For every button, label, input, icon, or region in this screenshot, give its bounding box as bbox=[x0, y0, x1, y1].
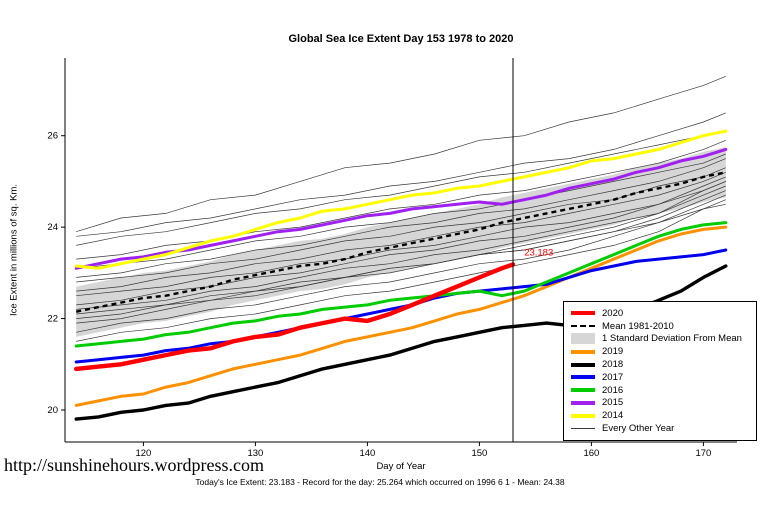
legend-label: 2018 bbox=[602, 359, 624, 371]
footer-stats: Today's Ice Extent: 23.183 - Record for … bbox=[195, 477, 565, 487]
legend-item: 2015 bbox=[571, 397, 749, 410]
watermark-url: http://sunshinehours.wordpress.com bbox=[4, 455, 264, 475]
legend-item: 1 Standard Deviation From Mean bbox=[571, 333, 749, 346]
legend-item: Every Other Year bbox=[571, 422, 749, 435]
legend-label: 1 Standard Deviation From Mean bbox=[602, 333, 742, 345]
legend-item: 2014 bbox=[571, 409, 749, 422]
legend-label: 2015 bbox=[602, 397, 624, 409]
chart-legend: 2020 Mean 1981-2010 1 Standard Deviation F… bbox=[563, 301, 757, 441]
svg-text:140: 140 bbox=[359, 448, 375, 459]
legend-item: 2020 bbox=[571, 307, 749, 320]
legend-item: Mean 1981-2010 bbox=[571, 320, 749, 333]
svg-text:150: 150 bbox=[471, 448, 487, 459]
legend-label: 2020 bbox=[602, 307, 624, 319]
legend-item: 2018 bbox=[571, 358, 749, 371]
legend-item: 2019 bbox=[571, 345, 749, 358]
legend-item: 2017 bbox=[571, 371, 749, 384]
legend-label: 2019 bbox=[602, 346, 624, 358]
legend-swatch-thick bbox=[571, 362, 595, 367]
y-axis-label: Ice Extent in millions of sq. Km. bbox=[8, 184, 20, 316]
svg-text:160: 160 bbox=[583, 448, 599, 459]
legend-item: 2016 bbox=[571, 384, 749, 397]
legend-label: 2017 bbox=[602, 371, 624, 383]
legend-label: Every Other Year bbox=[602, 423, 675, 435]
legend-label: 2014 bbox=[602, 410, 624, 422]
legend-swatch-band bbox=[571, 333, 595, 345]
legend-swatch-thick bbox=[571, 311, 595, 316]
svg-text:20: 20 bbox=[47, 405, 58, 416]
svg-text:170: 170 bbox=[695, 448, 711, 459]
chart-title: Global Sea Ice Extent Day 153 1978 to 20… bbox=[288, 33, 514, 45]
svg-text:130: 130 bbox=[247, 448, 263, 459]
legend-swatch-thick bbox=[571, 375, 595, 380]
legend-swatch-thick bbox=[571, 413, 595, 418]
svg-text:22: 22 bbox=[47, 314, 58, 325]
legend-swatch-thin bbox=[571, 428, 595, 430]
legend-swatch-dashed bbox=[571, 325, 595, 328]
svg-text:120: 120 bbox=[135, 448, 151, 459]
x-axis-label: Day of Year bbox=[376, 461, 426, 472]
svg-text:23.183: 23.183 bbox=[524, 247, 553, 258]
legend-swatch-thick bbox=[571, 349, 595, 354]
legend-swatch-thick bbox=[571, 400, 595, 405]
legend-swatch-thick bbox=[571, 388, 595, 393]
svg-text:26: 26 bbox=[47, 131, 58, 142]
legend-label: Mean 1981-2010 bbox=[602, 320, 674, 332]
svg-text:24: 24 bbox=[47, 222, 58, 233]
legend-label: 2016 bbox=[602, 384, 624, 396]
